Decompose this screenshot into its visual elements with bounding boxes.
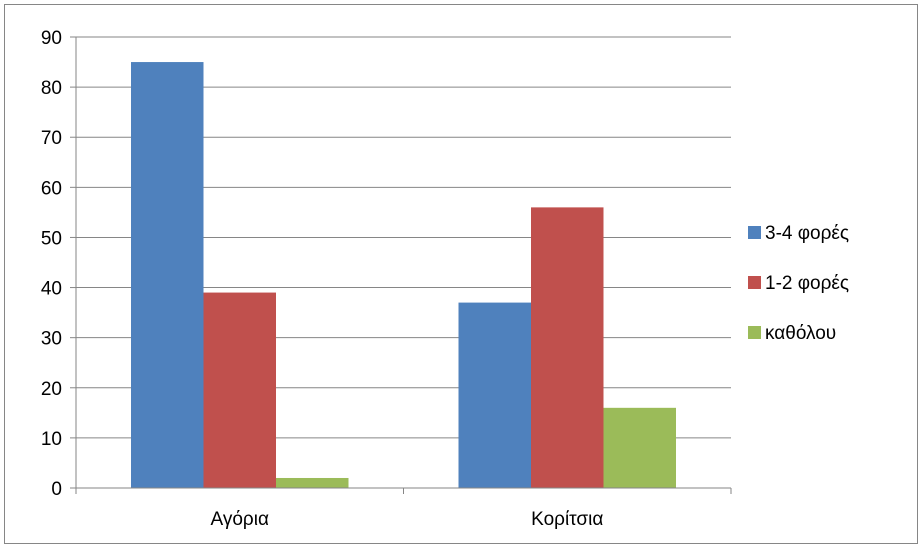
bar [203,292,276,488]
bar [131,62,204,489]
legend-label: 1-2 φορές [765,273,849,294]
bar [276,477,349,488]
y-tick-label: 0 [51,479,62,500]
legend-swatch [748,276,761,289]
y-tick-label: 60 [41,178,62,199]
x-category-labels: Αγόρια Κορίτσια [211,509,604,530]
y-tick-label: 10 [41,429,62,450]
bar-chart: 0 10 20 30 40 50 60 70 80 90 Αγόρια Κορίτσια 3-4 φ… [41,28,849,530]
legend: 3-4 φορές 1-2 φορές καθόλου [748,223,849,344]
y-tick-label: 50 [41,228,62,249]
axes [70,36,732,494]
x-category-label: Αγόρια [211,509,269,530]
x-category-label: Κορίτσια [531,509,603,530]
bars [131,62,676,489]
chart-frame: 0 10 20 30 40 50 60 70 80 90 Αγόρια Κορίτσια 3-4 φ… [4,4,918,544]
y-tick-label: 80 [41,78,62,99]
y-tick-label: 70 [41,128,62,149]
legend-label: 3-4 φορές [765,223,849,244]
legend-swatch [748,226,761,239]
y-tick-label: 20 [41,379,62,400]
bar [531,207,604,488]
y-tick-label: 40 [41,279,62,300]
legend-swatch [748,326,761,339]
legend-label: καθόλου [765,323,836,344]
y-tick-labels: 0 10 20 30 40 50 60 70 80 90 [41,28,62,500]
bar [603,407,676,488]
y-tick-label: 30 [41,329,62,350]
bar [458,302,531,488]
y-tick-label: 90 [41,28,62,49]
